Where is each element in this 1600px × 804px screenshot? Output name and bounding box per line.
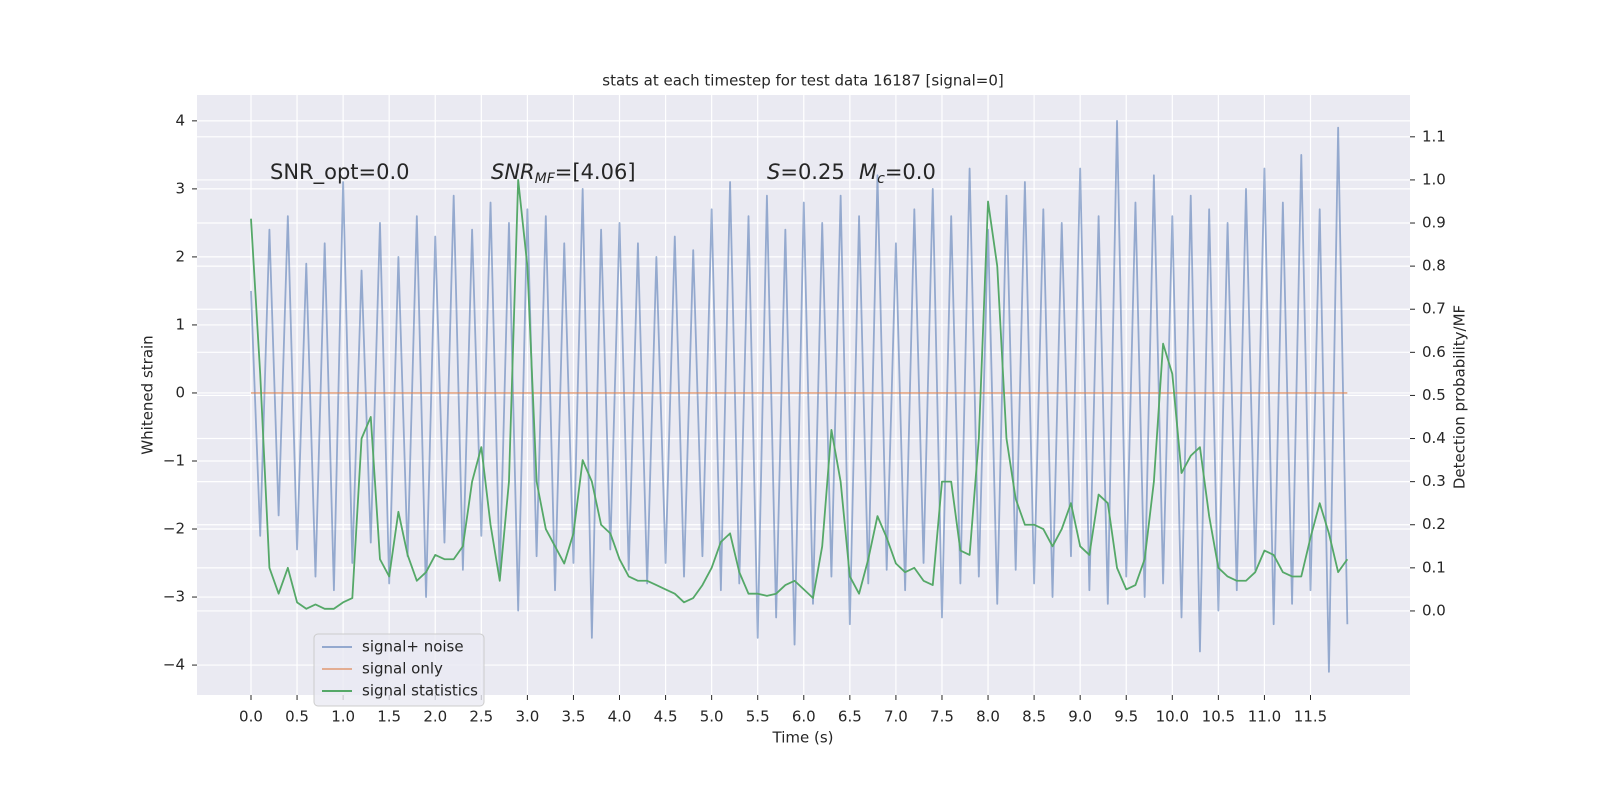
chart-title: stats at each timestep for test data 161…	[602, 72, 1003, 90]
annotation: SNR_opt=0.0	[270, 160, 410, 185]
x-tick-label: 10.0	[1156, 708, 1189, 726]
y-tick-label: 0	[175, 383, 185, 401]
y2-tick-label: 0.3	[1422, 472, 1446, 490]
y-tick-label: 3	[175, 179, 185, 197]
x-tick-label: 0.5	[285, 708, 309, 726]
marks	[250, 119, 1349, 673]
y-axis-label: Whitened strain	[139, 335, 157, 454]
x-tick-label: 3.0	[515, 708, 539, 726]
y2-tick-label: 0.2	[1422, 515, 1446, 533]
x-tick-label: 0.0	[239, 708, 263, 726]
x-tick-label: 9.5	[1114, 708, 1138, 726]
annotation-text: =[4.06]	[555, 160, 636, 184]
annotation-text: =0.0	[885, 160, 936, 184]
y-tick-label: −2	[163, 520, 185, 538]
x-tick-label: 8.5	[1022, 708, 1046, 726]
x-tick-label: 9.0	[1068, 708, 1092, 726]
annotation: S=0.25	[767, 160, 845, 184]
x-tick-label: 2.5	[469, 708, 493, 726]
annotation-subscript: c	[877, 171, 885, 187]
x-tick-label: 11.0	[1248, 708, 1281, 726]
y2-tick-label: 0.4	[1422, 429, 1446, 447]
y2-tick-label: 1.1	[1422, 127, 1446, 145]
x-tick-label: 4.5	[654, 708, 678, 726]
x-tick-label: 3.5	[562, 708, 586, 726]
annotation-symbol: SNR	[491, 160, 535, 184]
legend-label: signal statistics	[362, 682, 478, 700]
annotation: Mc=0.0	[859, 160, 936, 187]
annotation-subscript: MF	[535, 171, 556, 187]
y2-tick-label: 0.0	[1422, 601, 1446, 619]
y-tick-label: −3	[163, 588, 185, 606]
x-axis-label: Time (s)	[772, 729, 834, 747]
x-tick-label: 4.0	[608, 708, 632, 726]
annotation: SNRMF=[4.06]	[491, 160, 636, 187]
legend-label: signal+ noise	[362, 638, 464, 656]
x-tick-label: 8.0	[976, 708, 1000, 726]
x-tick-label: 10.5	[1202, 708, 1235, 726]
x-tick-label: 7.0	[884, 708, 908, 726]
annotation-symbol: M	[859, 160, 877, 184]
series-line	[250, 119, 1349, 673]
x-tick-label: 6.5	[838, 708, 862, 726]
x-tick-label: 5.0	[700, 708, 724, 726]
series-line	[250, 179, 1349, 610]
y-tick-label: 1	[175, 315, 185, 333]
x-tick-label: 5.5	[746, 708, 770, 726]
x-tick-label: 11.5	[1294, 708, 1327, 726]
y2-axis-label: Detection probability/MF	[1451, 305, 1469, 489]
x-tick-label: 1.5	[377, 708, 401, 726]
y2-tick-label: 0.5	[1422, 386, 1446, 404]
annotation-symbol: S	[767, 160, 780, 184]
y2-tick-label: 0.7	[1422, 300, 1446, 318]
y2-tick-label: 1.0	[1422, 170, 1446, 188]
x-tick-label: 1.0	[331, 708, 355, 726]
annotation-text: SNR_opt=0.0	[270, 160, 410, 185]
y-tick-label: 4	[175, 111, 185, 129]
legend-label: signal only	[362, 660, 443, 678]
y2-tick-label: 0.8	[1422, 257, 1446, 275]
y2-tick-label: 0.1	[1422, 558, 1446, 576]
y-tick-label: −1	[163, 451, 185, 469]
x-tick-label: 6.0	[792, 708, 816, 726]
y2-tick-label: 0.6	[1422, 343, 1446, 361]
y-tick-label: −4	[163, 656, 185, 674]
annotation-text: =0.25	[780, 160, 844, 184]
y2-tick-label: 0.9	[1422, 214, 1446, 232]
x-tick-label: 7.5	[930, 708, 954, 726]
axes: 0.0 0.5 1.0 1.5 2.0 2.5 3.0 3.5 4.0 4.5 5.0 5.5 6.0 6…	[163, 111, 1446, 725]
legend-box	[313, 633, 485, 707]
x-tick-label: 2.0	[423, 708, 447, 726]
y-tick-label: 2	[175, 247, 185, 265]
